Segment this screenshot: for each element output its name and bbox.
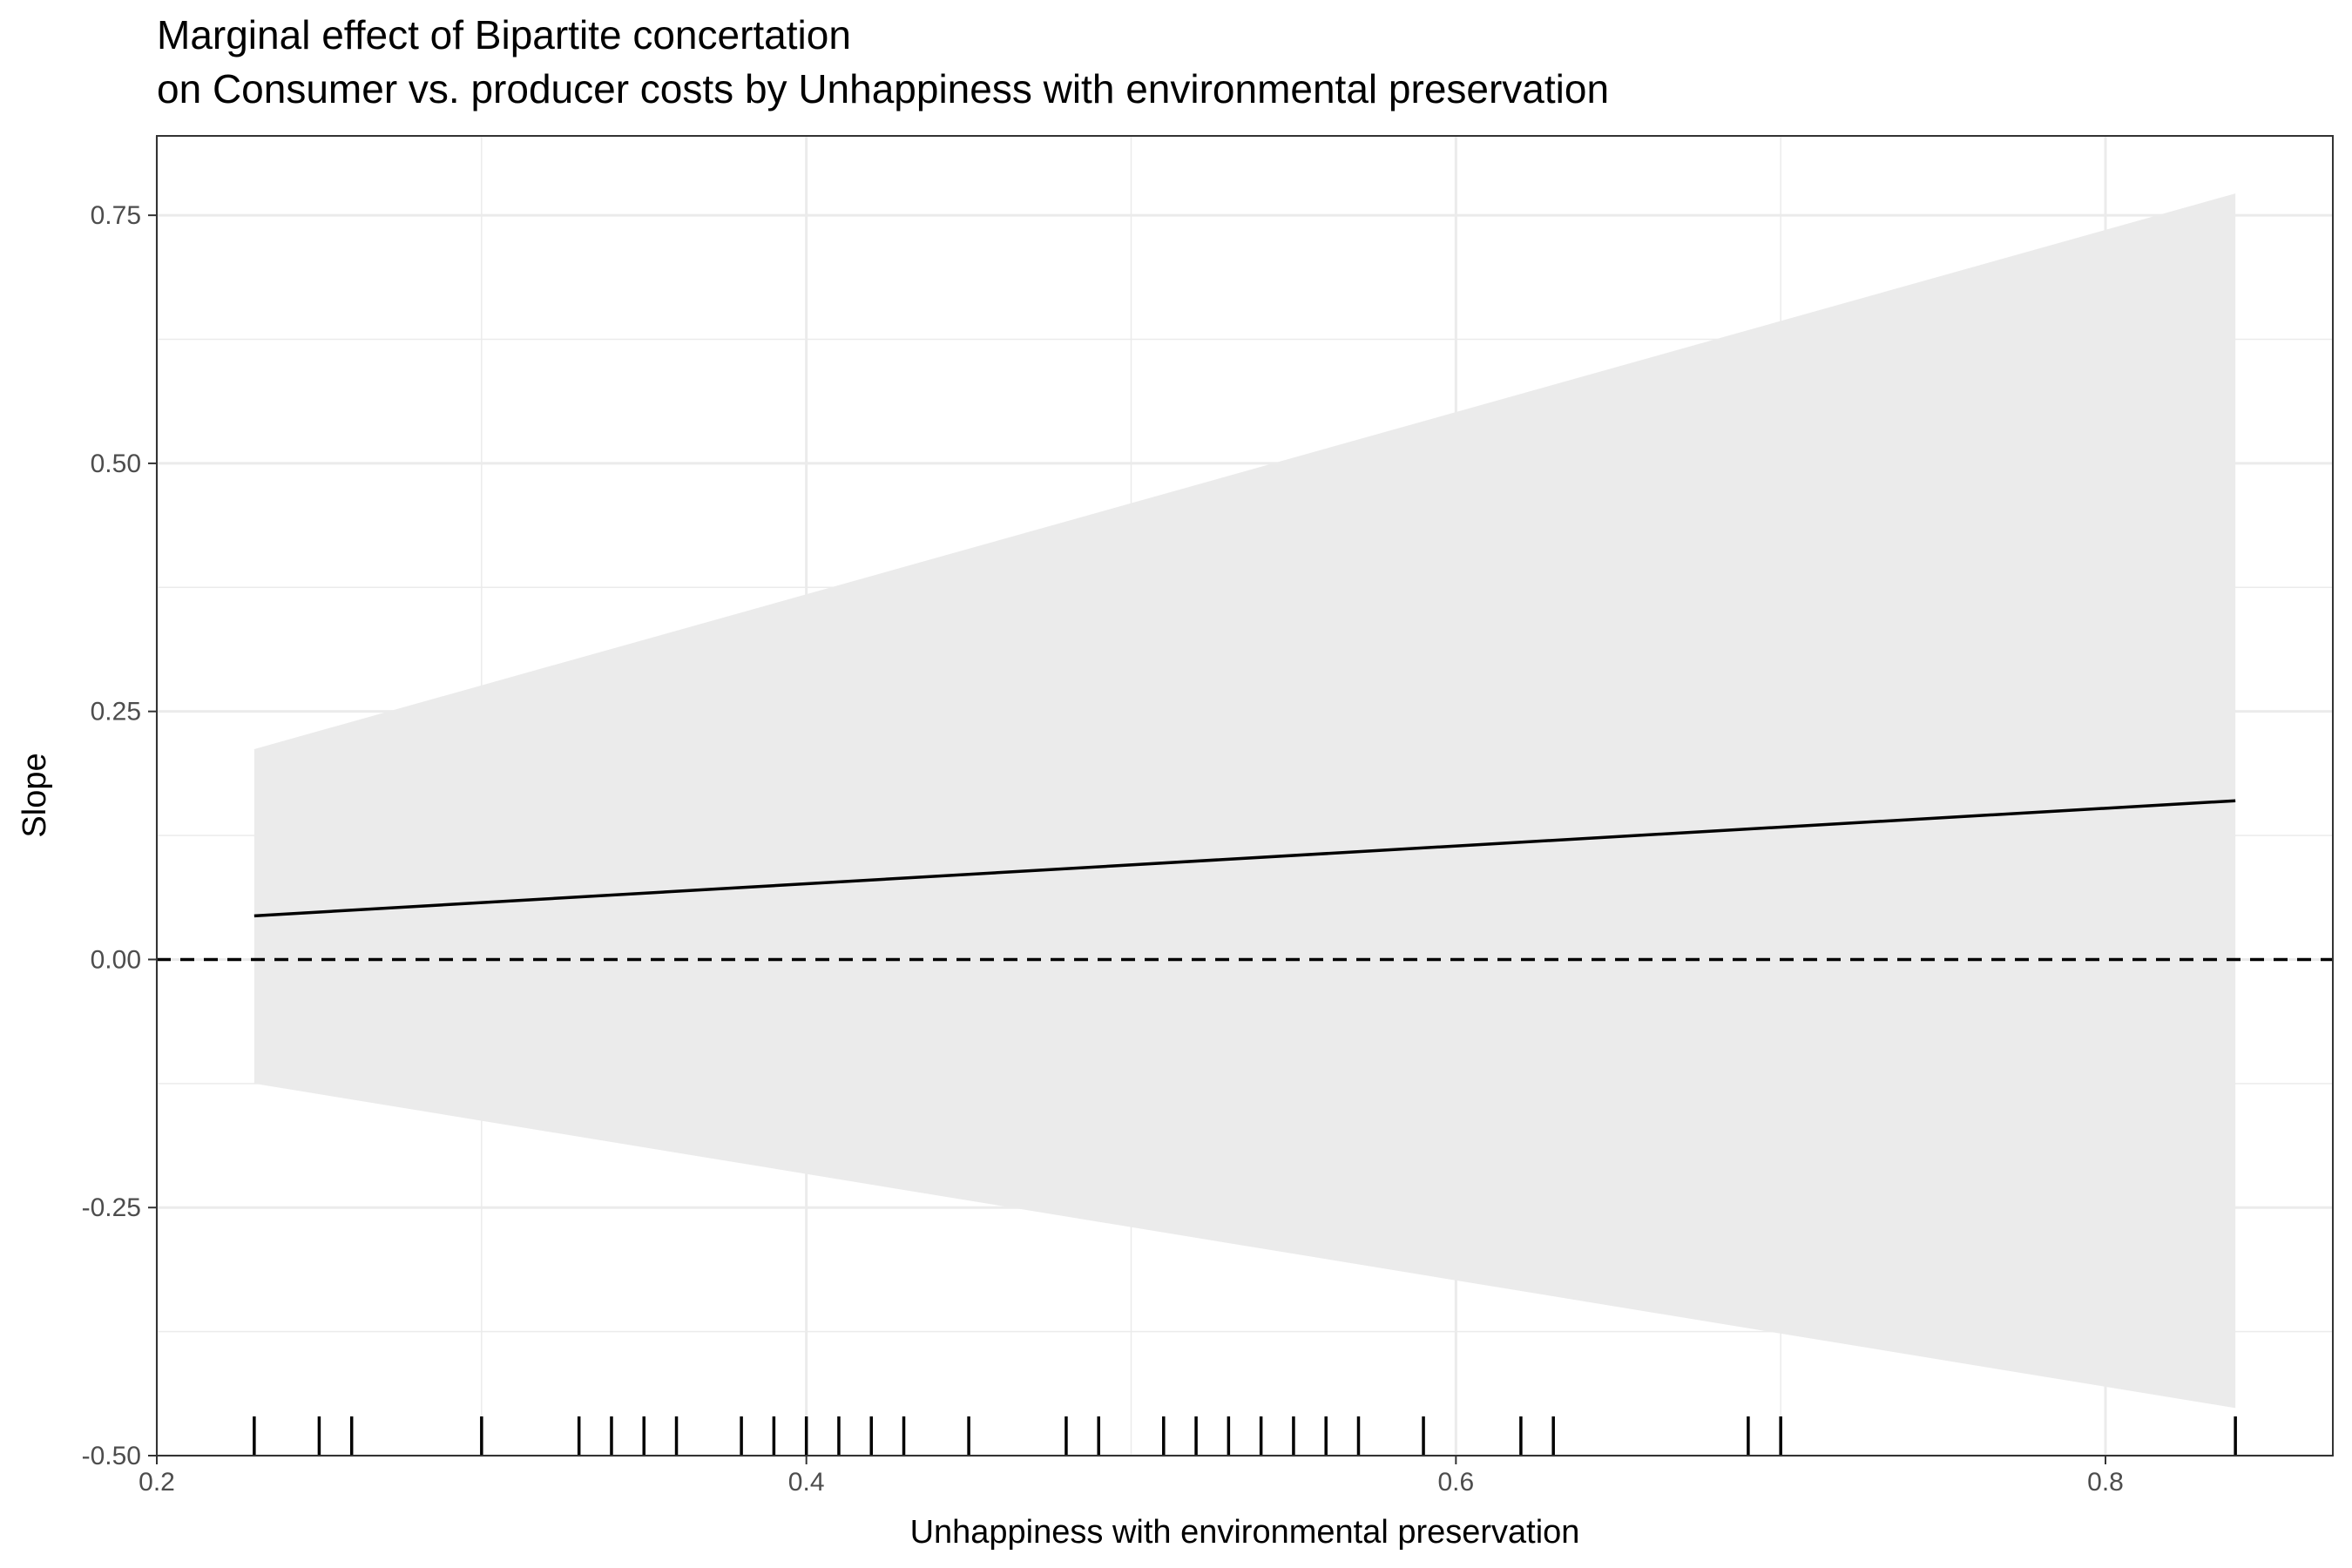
rug-marks <box>253 1416 2237 1456</box>
x-tick-label: 0.4 <box>788 1468 825 1497</box>
plot-panel-border <box>156 135 2334 1456</box>
y-tick-label: 0.50 <box>91 449 141 478</box>
confidence-band-layer <box>253 193 2236 1409</box>
confidence-band <box>253 193 2236 1409</box>
axis-tick-labels: 0.2 0.4 0.6 0.8 -0.50 -0.25 0.00 0.25 0.50 0.75 <box>82 201 2124 1497</box>
y-tick-label: -0.50 <box>82 1442 141 1470</box>
x-axis-title: Unhappiness with environmental preservat… <box>910 1514 1580 1551</box>
y-tick-label: 0.00 <box>91 945 141 974</box>
x-tick-label: 0.6 <box>1437 1468 1474 1497</box>
x-tick-label: 0.8 <box>2087 1468 2124 1497</box>
chart-title-line-1: Marginal effect of Bipartite concertatio… <box>157 12 851 57</box>
y-tick-label: 0.25 <box>91 698 141 727</box>
axis-tick-marks <box>148 214 2107 1464</box>
x-tick-label: 0.2 <box>139 1468 175 1497</box>
chart-title-line-2: on Consumer vs. producer costs by Unhapp… <box>157 66 1609 112</box>
y-tick-label: 0.75 <box>91 201 141 230</box>
y-tick-label: -0.25 <box>82 1193 141 1222</box>
marginal-effect-line <box>253 799 2236 918</box>
effect-line-layer <box>253 799 2236 918</box>
y-axis-title: Slope <box>17 753 53 837</box>
